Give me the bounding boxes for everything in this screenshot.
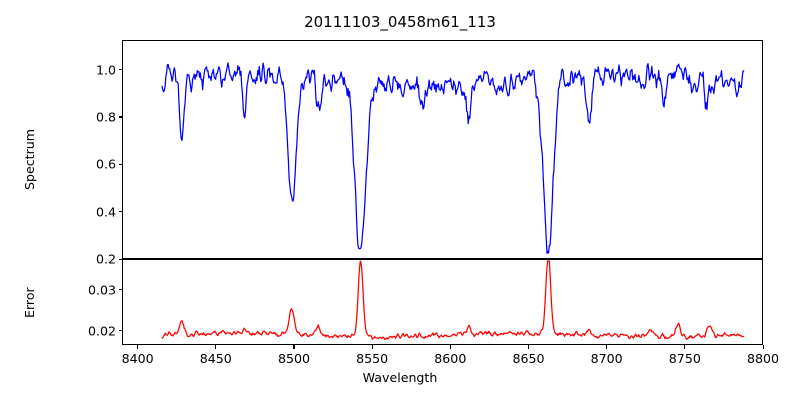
wavelength-axis-label: Wavelength	[362, 370, 438, 385]
wavelength-xtick-label: 8750	[668, 351, 701, 366]
wavelength-xtick-mark	[684, 345, 686, 349]
spectrum-line-series	[161, 62, 745, 254]
wavelength-xtick-label: 8450	[199, 351, 232, 366]
spectrum-plot-axes	[122, 40, 763, 259]
figure-title: 20111103_0458m61_113	[304, 13, 496, 31]
wavelength-xtick-label: 8550	[356, 351, 389, 366]
error-ytick-mark	[118, 289, 122, 291]
wavelength-xtick-label: 8500	[277, 351, 310, 366]
error-plot-axes	[122, 259, 763, 345]
spectrum-ytick-mark	[118, 116, 122, 118]
error-ytick-mark	[118, 330, 122, 332]
spectrum-ytick-mark	[118, 258, 122, 260]
spectrum-ytick-label: 0.6	[95, 156, 116, 172]
spectrum-ytick-label: 0.8	[95, 109, 116, 125]
wavelength-xtick-label: 8600	[434, 351, 467, 366]
wavelength-xtick-mark	[762, 345, 764, 349]
wavelength-xtick-mark	[215, 345, 217, 349]
wavelength-xtick-mark	[293, 345, 295, 349]
wavelength-xtick-label: 8400	[121, 351, 154, 366]
spectrum-ytick-label: 1.0	[95, 62, 116, 78]
error-axis-label: Error	[22, 287, 37, 318]
wavelength-xtick-label: 8650	[512, 351, 545, 366]
wavelength-xtick-mark	[449, 345, 451, 349]
spectrum-ytick-label: 0.4	[95, 204, 116, 220]
wavelength-xtick-label: 8700	[590, 351, 623, 366]
error-ytick-label: 0.02	[87, 323, 116, 339]
wavelength-xtick-mark	[137, 345, 139, 349]
spectrum-ytick-mark	[118, 211, 122, 213]
error-line-series	[161, 260, 745, 341]
wavelength-xtick-mark	[527, 345, 530, 349]
error-ytick-label: 0.03	[87, 282, 116, 298]
wavelength-xtick-label: 8800	[746, 351, 780, 366]
spectrum-ytick-label: 0.2	[95, 251, 116, 267]
wavelength-xtick-mark	[371, 345, 373, 349]
spectrum-ytick-mark	[118, 163, 122, 165]
spectrum-axis-label: Spectrum	[22, 128, 37, 190]
spectrum-ytick-mark	[118, 69, 122, 71]
wavelength-xtick-mark	[606, 345, 608, 349]
